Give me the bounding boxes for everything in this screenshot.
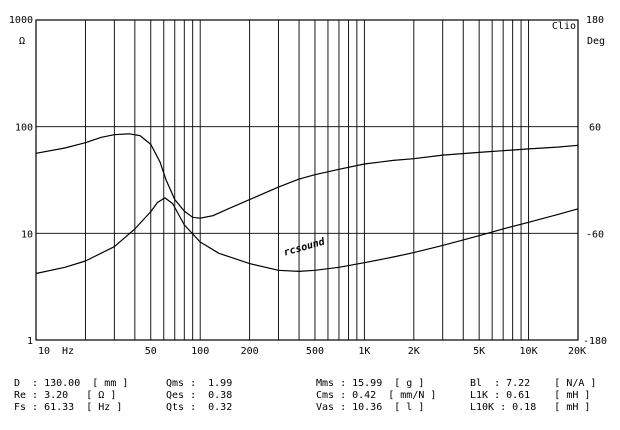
y-tick-label: 1000 (9, 15, 33, 26)
param-qts: Qts : 0.32 (166, 402, 233, 413)
param-vas: Vas : 10.36 [ l ] (316, 402, 425, 413)
y-tick-label: 1 (27, 336, 33, 347)
param-qes: Qes : 0.38 (166, 390, 233, 401)
x-tick-label: 1K (358, 346, 370, 357)
plot-frame (35, 19, 579, 341)
param-fs: Fs : 61.33 [ Hz ] (14, 402, 123, 413)
param-l10k: L10K : 0.18 [ mH ] (470, 402, 591, 413)
axis-labels: 10 50 100 200 500 1K 2K 5K 10K 20K Hz 1000 100 10 1 Ω 18… (9, 15, 607, 357)
x-unit-label: Hz (62, 346, 74, 357)
series-group (35, 133, 579, 275)
param-mms: Mms : 15.99 [ g ] (316, 378, 425, 389)
y2-tick-label: 60 (589, 123, 601, 134)
brand-label: Clio (552, 21, 576, 32)
y-tick-label: 10 (21, 229, 33, 240)
x-tick-label: 200 (241, 346, 259, 357)
x-tick-label: 5K (473, 346, 485, 357)
phase-curve (35, 133, 579, 219)
grid (35, 19, 579, 341)
x-tick-label: 2K (408, 346, 420, 357)
y2-tick-label: -180 (583, 336, 607, 347)
param-l1k: L1K : 0.61 [ mH ] (470, 390, 591, 401)
y2-tick-label: 180 (586, 15, 604, 26)
watermark: rcsound (283, 236, 327, 258)
x-tick-label: 20K (568, 346, 586, 357)
param-bl: Bl : 7.22 [ N/A ] (470, 378, 597, 389)
param-re: Re : 3.20 [ Ω ] (14, 390, 117, 401)
param-cms: Cms : 0.42 [ mm/N ] (316, 390, 437, 401)
y-unit-label: Ω (19, 36, 25, 47)
impedance-curve (35, 197, 579, 275)
x-tick-label: 100 (191, 346, 209, 357)
param-qms: Qms : 1.99 (166, 378, 233, 389)
y2-unit-label: Deg (587, 36, 605, 47)
param-d: D : 130.00 [ mm ] (14, 378, 129, 389)
x-tick-label: 10K (520, 346, 538, 357)
y-tick-label: 100 (15, 123, 33, 134)
watermark-text: rcsound (283, 236, 327, 258)
parameter-panel: D : 130.00 [ mm ] Re : 3.20 [ Ω ] Fs : 6… (0, 378, 620, 428)
x-tick-label: 50 (145, 346, 157, 357)
y2-tick-label: -60 (586, 229, 604, 240)
x-tick-label: 10 (38, 346, 50, 357)
x-tick-label: 500 (306, 346, 324, 357)
